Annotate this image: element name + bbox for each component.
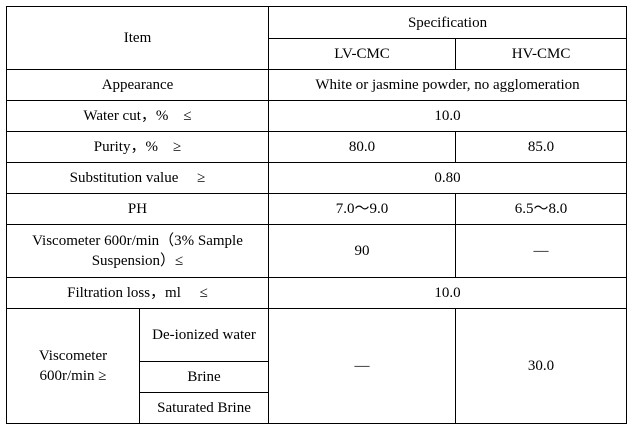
item-header: Item bbox=[6, 6, 269, 70]
specification-table: Item Specification LV-CMC HV-CMC Appeara… bbox=[6, 6, 628, 424]
purity-label: Purity，% ≥ bbox=[6, 131, 269, 163]
viscometer-sample-label: Viscometer 600r/min（3% Sample Suspension… bbox=[6, 224, 269, 278]
hv-cmc-header: HV-CMC bbox=[454, 38, 628, 70]
specification-header: Specification bbox=[267, 6, 628, 39]
viscometer-group-label: Viscometer 600r/min ≥ bbox=[6, 308, 140, 424]
appearance-row: Appearance White or jasmine powder, no a… bbox=[6, 69, 628, 101]
purity-hv-value: 85.0 bbox=[454, 131, 628, 163]
viscometer-sample-row: Viscometer 600r/min（3% Sample Suspension… bbox=[6, 224, 628, 278]
header-row: Item Specification bbox=[6, 6, 628, 70]
purity-row: Purity，% ≥ 80.0 85.0 bbox=[6, 131, 628, 163]
ph-row: PH 7.0～9.0 6.5～8.0 bbox=[6, 193, 628, 225]
substitution-value: 0.80 bbox=[267, 162, 628, 194]
ph-label: PH bbox=[6, 193, 269, 225]
appearance-value: White or jasmine powder, no agglomeratio… bbox=[267, 69, 628, 101]
viscometer-group-lv-value: — bbox=[268, 308, 456, 424]
viscometer-sample-lv-value: 90 bbox=[268, 224, 456, 278]
substitution-row: Substitution value ≥ 0.80 bbox=[6, 162, 628, 194]
filtration-value: 10.0 bbox=[267, 277, 628, 309]
filtration-label: Filtration loss，ml ≤ bbox=[6, 277, 269, 309]
water-cut-row: Water cut，% ≤ 10.0 bbox=[6, 100, 628, 132]
lv-cmc-header: LV-CMC bbox=[268, 38, 456, 70]
substitution-label: Substitution value ≥ bbox=[6, 162, 269, 194]
appearance-label: Appearance bbox=[6, 69, 269, 101]
subheader-row: LV-CMC HV-CMC bbox=[7, 38, 628, 70]
purity-lv-value: 80.0 bbox=[268, 131, 456, 163]
ph-hv-value: 6.5～8.0 bbox=[454, 193, 628, 225]
saturated-brine-label: Saturated Brine bbox=[139, 392, 269, 424]
viscometer-sample-hv-value: — bbox=[454, 224, 628, 278]
water-cut-label: Water cut，% ≤ bbox=[6, 100, 269, 132]
saturated-brine-row: Saturated Brine bbox=[7, 392, 627, 424]
ph-lv-value: 7.0～9.0 bbox=[268, 193, 456, 225]
deionized-water-label: De-ionized water bbox=[139, 308, 269, 362]
viscometer-group-row: Viscometer 600r/min ≥ De-ionized water —… bbox=[6, 308, 628, 424]
water-cut-value: 10.0 bbox=[267, 100, 628, 132]
viscometer-group-hv-value: 30.0 bbox=[454, 308, 628, 424]
brine-label: Brine bbox=[139, 361, 269, 393]
filtration-row: Filtration loss，ml ≤ 10.0 bbox=[6, 277, 628, 309]
